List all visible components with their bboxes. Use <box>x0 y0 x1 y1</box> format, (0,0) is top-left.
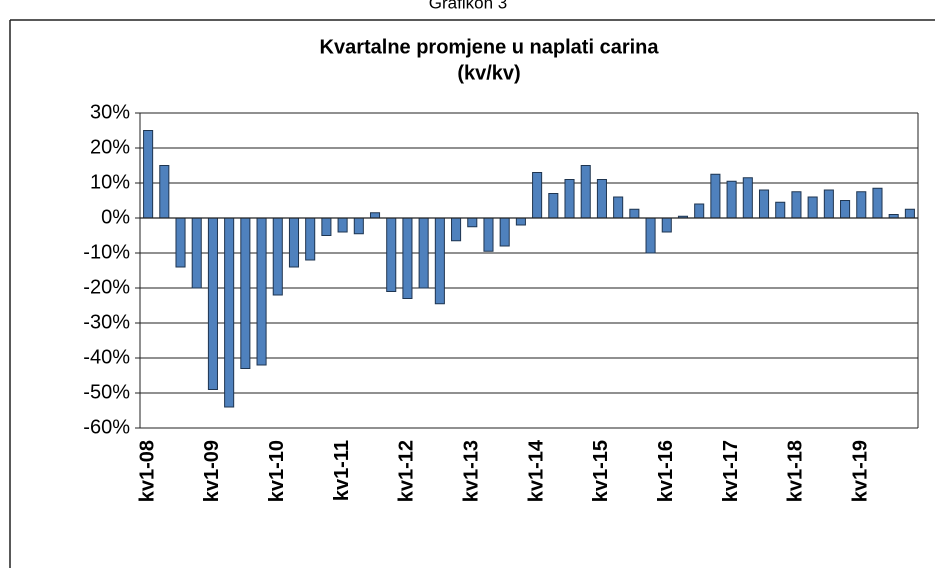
x-tick-label: kv1-16 <box>655 440 677 502</box>
bar <box>369 212 381 219</box>
bar <box>288 217 300 268</box>
bar <box>548 193 559 219</box>
bar <box>305 217 316 261</box>
bar <box>710 173 721 219</box>
x-tick-label: kv1-08 <box>136 440 158 502</box>
y-tick-label: -60% <box>83 416 130 438</box>
bar <box>159 165 170 219</box>
y-tick-label: -20% <box>83 276 130 298</box>
bar <box>742 177 753 219</box>
bar <box>451 217 462 242</box>
header: Grafikon 3 <box>429 0 507 12</box>
x-tick-label: kv1-14 <box>525 439 547 502</box>
bar <box>791 191 802 219</box>
y-tick-label: -30% <box>83 311 130 333</box>
bar <box>175 217 186 268</box>
bar <box>872 187 883 219</box>
bar <box>402 217 413 299</box>
x-tick-label: kv1-10 <box>266 440 288 502</box>
x-tick-label: kv1-15 <box>590 440 612 502</box>
bar <box>596 179 607 219</box>
bar <box>191 217 202 289</box>
bar <box>467 217 478 228</box>
bar <box>337 217 348 233</box>
bar <box>613 196 624 219</box>
bar <box>386 217 397 292</box>
bar <box>661 217 672 233</box>
x-tick-label: kv1-11 <box>331 440 353 501</box>
bar <box>353 217 364 235</box>
chart-subtitle: (kv/kv) <box>457 62 520 84</box>
bar <box>840 200 851 219</box>
y-tick-label: 30% <box>90 101 130 123</box>
bar <box>240 217 251 369</box>
y-tick-label: 0% <box>101 206 130 228</box>
bar <box>532 172 543 219</box>
bar <box>694 203 705 219</box>
bar <box>726 180 737 219</box>
x-tick-label: kv1-17 <box>720 440 742 502</box>
bar <box>143 130 154 219</box>
bar <box>256 217 267 366</box>
bar <box>515 217 526 226</box>
bar <box>499 217 510 247</box>
x-tick-label: kv1-18 <box>785 440 807 502</box>
x-tick-label: kv1-19 <box>850 440 872 502</box>
y-tick-label: -50% <box>83 381 130 403</box>
bar <box>434 217 445 305</box>
bar <box>321 217 332 236</box>
bar <box>904 208 915 219</box>
bar <box>823 189 834 219</box>
x-tick-label: kv1-12 <box>396 440 418 502</box>
y-tick-label: 20% <box>90 136 130 158</box>
bar <box>645 217 656 254</box>
x-tick-label: kv1-13 <box>461 440 483 502</box>
bar <box>758 189 770 219</box>
chart-title: Kvartalne promjene u naplati carina <box>320 36 660 58</box>
bar <box>483 217 494 252</box>
bar <box>207 217 218 390</box>
bar <box>807 196 818 219</box>
y-tick-label: 10% <box>90 171 130 193</box>
y-tick-label: -40% <box>83 346 130 368</box>
y-tick-label: -10% <box>83 241 130 263</box>
bar <box>564 179 575 219</box>
bar <box>775 201 786 219</box>
bar <box>224 217 235 408</box>
bar <box>856 191 867 219</box>
bar <box>418 217 429 289</box>
bar <box>272 217 283 296</box>
bar <box>580 165 591 219</box>
bar <box>629 208 640 219</box>
x-tick-label: kv1-09 <box>201 440 223 502</box>
